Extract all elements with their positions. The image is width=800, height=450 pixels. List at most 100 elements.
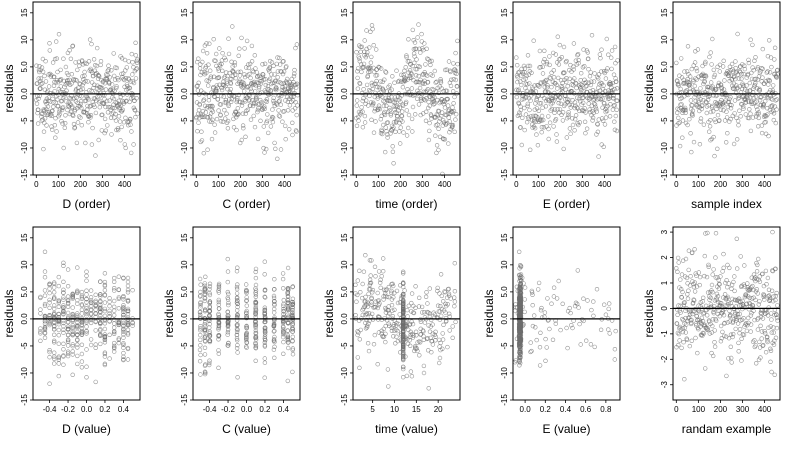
data-point — [713, 87, 719, 92]
data-point — [216, 306, 222, 311]
data-point — [454, 111, 459, 117]
data-point — [134, 67, 139, 72]
data-point — [406, 303, 411, 308]
data-point — [678, 303, 683, 308]
data-point — [295, 103, 300, 108]
data-point — [766, 133, 771, 139]
data-point — [568, 310, 573, 316]
data-point — [357, 80, 362, 86]
data-point — [111, 73, 117, 79]
data-point — [262, 150, 267, 155]
data-point — [220, 50, 225, 56]
data-point — [733, 59, 738, 64]
data-point — [554, 139, 560, 144]
data-point — [383, 125, 388, 130]
data-point — [355, 98, 360, 103]
data-point — [599, 116, 605, 121]
data-point — [243, 134, 248, 140]
data-point — [258, 118, 263, 124]
data-point — [695, 350, 700, 356]
x-tick-label: 200 — [714, 180, 728, 189]
data-point — [51, 104, 56, 109]
data-point — [241, 125, 246, 131]
data-point — [285, 312, 290, 317]
data-point — [535, 143, 541, 148]
data-point — [596, 154, 601, 159]
data-point — [205, 104, 211, 109]
data-point — [675, 312, 680, 317]
data-point — [537, 48, 543, 54]
data-point — [704, 110, 709, 116]
data-point — [529, 70, 534, 76]
data-point — [752, 317, 757, 323]
data-point — [276, 108, 281, 113]
data-point — [755, 262, 760, 268]
data-point — [404, 99, 409, 105]
data-point — [354, 123, 360, 129]
data-point — [580, 100, 586, 106]
data-point — [413, 344, 418, 349]
data-point — [73, 60, 78, 65]
data-point — [437, 309, 443, 314]
data-point — [699, 76, 704, 81]
data-point — [44, 123, 49, 128]
data-point — [53, 39, 59, 44]
data-point — [70, 294, 75, 299]
data-point — [78, 115, 83, 120]
data-point — [227, 70, 232, 76]
data-point — [98, 341, 103, 347]
data-point — [241, 81, 247, 86]
y-tick-label: 5.0 — [340, 61, 349, 73]
data-point — [677, 338, 682, 343]
data-point — [517, 295, 523, 300]
data-point — [749, 310, 754, 316]
data-point — [364, 52, 370, 58]
data-point — [40, 69, 46, 75]
data-point — [134, 66, 140, 71]
data-point — [111, 340, 117, 346]
data-point — [403, 354, 408, 359]
data-point — [207, 284, 213, 289]
data-point — [67, 77, 72, 83]
data-point — [376, 330, 382, 335]
data-point — [244, 282, 249, 287]
data-point — [121, 335, 126, 340]
data-point — [759, 336, 764, 341]
data-point — [546, 317, 551, 323]
data-point — [51, 100, 56, 105]
data-point — [102, 361, 108, 366]
data-point — [43, 98, 48, 104]
data-point — [287, 127, 292, 132]
data-point — [234, 332, 240, 338]
data-point — [702, 366, 708, 371]
data-point — [391, 161, 396, 166]
data-point — [207, 299, 213, 304]
x-axis-title: time (value) — [375, 422, 438, 436]
data-point — [98, 279, 103, 284]
data-point — [207, 325, 212, 330]
data-point — [753, 94, 759, 99]
data-point — [35, 121, 41, 126]
data-point — [768, 324, 773, 329]
data-point — [65, 301, 71, 306]
data-point — [524, 88, 530, 94]
data-point — [79, 326, 85, 331]
data-point — [41, 146, 46, 152]
data-point — [518, 285, 523, 290]
data-point — [94, 63, 100, 69]
data-point — [222, 107, 227, 113]
data-point — [361, 269, 367, 274]
y-axis-title: residuals — [162, 64, 176, 112]
data-point — [607, 331, 612, 336]
data-point — [719, 86, 724, 91]
data-point — [61, 260, 66, 265]
data-point — [202, 283, 208, 288]
data-point — [446, 286, 451, 292]
data-point — [264, 146, 269, 152]
data-point — [542, 310, 548, 315]
data-point — [42, 303, 48, 308]
scatter-points — [512, 249, 618, 368]
data-point — [102, 337, 108, 342]
